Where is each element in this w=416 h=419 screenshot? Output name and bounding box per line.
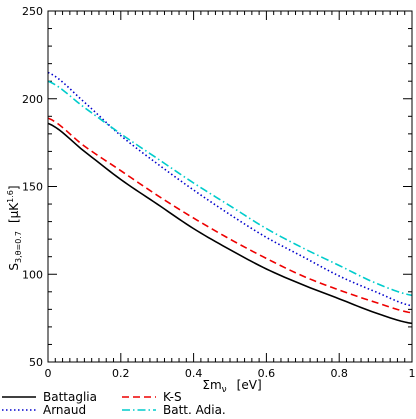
y-tick-label: 250 (22, 5, 43, 18)
y-axis-label-sub: 3,θ=0.7 (14, 231, 23, 263)
series-layer (47, 71, 413, 325)
y-tick-label: 200 (22, 93, 43, 106)
y-tick-label: 50 (29, 356, 43, 369)
x-tick-label: 0.2 (112, 367, 130, 380)
y-axis-label-unit-close: ] (7, 185, 21, 190)
y-axis-label-unit-open: [μK (7, 202, 21, 223)
legend-label-4: Batt. Adia. (163, 403, 226, 417)
series-line-4 (47, 80, 413, 297)
series-line-2 (47, 71, 413, 307)
x-tick-label: 0.6 (258, 367, 276, 380)
y-tick-label: 150 (22, 181, 43, 194)
x-tick-label: 0 (45, 367, 52, 380)
x-tick-label: 0.8 (330, 367, 348, 380)
legend-label-1: Battaglia (43, 390, 97, 404)
series-line-3 (47, 117, 413, 314)
legend-label-3: K-S (163, 390, 182, 404)
legend-label-2: Arnaud (43, 403, 86, 417)
y-axis-label: S3,θ=0.7 [μK1.6] (6, 185, 23, 270)
y-tick-label: 100 (22, 268, 43, 281)
plot-frame (47, 10, 413, 363)
series-line-1 (47, 122, 413, 325)
x-axis-label-sub: ν (222, 385, 227, 395)
x-tick-label: 0.4 (185, 367, 203, 380)
y-axis-label-main: S (7, 263, 21, 271)
ticks-layer (47, 10, 413, 363)
x-axis-label-main: Σm (202, 378, 221, 392)
x-tick-label: 1 (409, 367, 416, 380)
x-axis-label: Σmν [eV] (202, 378, 261, 395)
y-axis-label-unit-sup: 1.6 (6, 190, 15, 203)
x-axis-label-unit: [eV] (237, 378, 262, 392)
